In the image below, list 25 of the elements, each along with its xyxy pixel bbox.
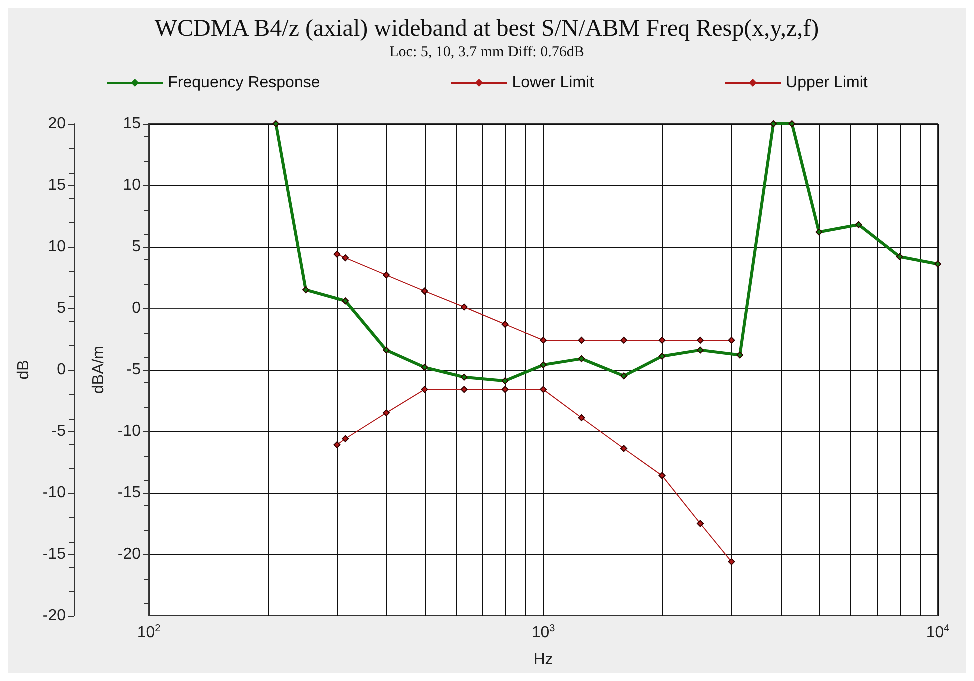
y-tick-label: 0 — [132, 300, 142, 317]
y2-axis-title: dB — [16, 360, 32, 380]
y-axis-title: dBA/m — [90, 346, 108, 394]
y-tick-label: -10 — [118, 423, 142, 440]
y2-tick-label: -10 — [42, 484, 66, 502]
y-tick-label: -15 — [118, 484, 142, 502]
chart-subtitle: Loc: 5, 10, 3.7 mm Diff: 0.76dB — [390, 44, 584, 60]
y2-tick-label: 0 — [57, 362, 66, 378]
legend-label: Lower Limit — [512, 74, 595, 92]
y2-tick-label: -20 — [42, 608, 66, 624]
x-axis-title: Hz — [534, 652, 554, 668]
y-tick-label: 10 — [123, 177, 142, 194]
y2-tick-label: 15 — [48, 177, 66, 194]
y-tick-label: 15 — [123, 116, 142, 132]
legend-label: Upper Limit — [786, 74, 868, 92]
y2-tick-label: 20 — [48, 116, 66, 132]
y2-tick-label: 10 — [48, 238, 66, 256]
y-tick-label: 5 — [132, 238, 142, 256]
chart-title: WCDMA B4/z (axial) wideband at best S/N/ABM Freq Resp(x,y,z,f) — [154, 16, 820, 42]
legend-label: Frequency Response — [168, 74, 320, 92]
y2-tick-label: -5 — [52, 423, 66, 440]
y-tick-label: -20 — [118, 546, 142, 563]
y2-tick-label: 5 — [57, 300, 66, 317]
y2-tick-label: -15 — [42, 546, 66, 563]
y-tick-label: -5 — [126, 362, 142, 378]
